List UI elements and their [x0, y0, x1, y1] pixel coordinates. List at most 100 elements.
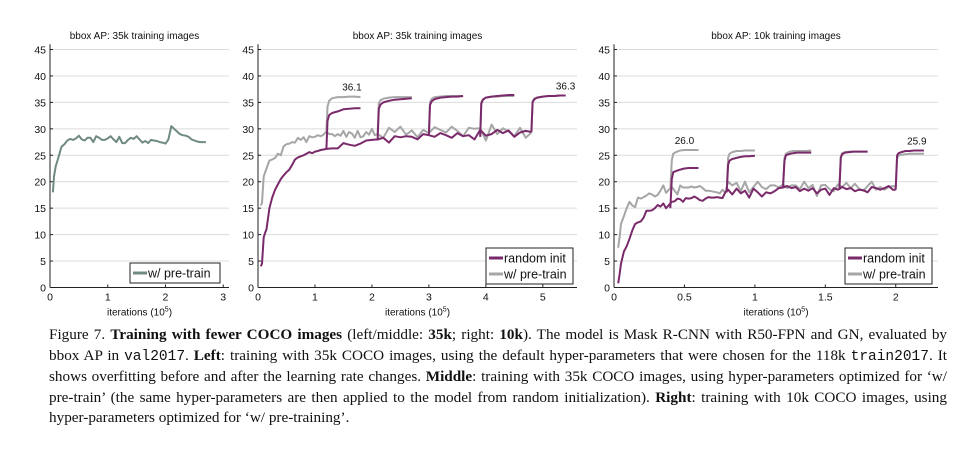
legend-label: random init	[863, 252, 925, 266]
caption-text: : training with 10k COCO images, using h…	[49, 388, 947, 427]
x-axis-label-paren: )	[169, 308, 172, 319]
x-axis-label-text: iterations (10	[743, 308, 801, 319]
y-tick-label: 35	[242, 97, 254, 109]
x-axis-label-exponent: 5	[801, 307, 805, 314]
series-line-random-init	[325, 107, 361, 149]
series-line-random-init	[838, 150, 868, 190]
series-line-random-init	[427, 95, 464, 136]
y-tick-label: 25	[34, 150, 46, 162]
caption-text: : training with 35k COCO images, using h…	[49, 368, 947, 406]
caption-fig-label: Figure 7.	[49, 326, 106, 343]
chart-title: bbox AP: 35k training images	[353, 31, 483, 42]
legend-box	[129, 262, 221, 284]
y-tick-label: 35	[598, 97, 610, 109]
x-axis-label-paren: )	[805, 308, 808, 319]
x-tick-label: 1	[105, 292, 111, 304]
y-tick-label: 15	[598, 203, 610, 215]
y-tick-label: 20	[34, 177, 46, 189]
y-tick-label: 30	[598, 124, 610, 136]
x-tick-label: 0	[611, 292, 617, 304]
series-line-random-init	[669, 167, 699, 209]
series-line-w-pre-train	[325, 95, 361, 132]
x-tick-label: 2	[163, 292, 169, 304]
series-line-random-init	[894, 149, 924, 190]
y-tick-label: 40	[34, 71, 46, 83]
chart-title: bbox AP: 35k training images	[70, 31, 200, 42]
caption-bold: Right	[655, 388, 692, 406]
x-tick-label: 5	[540, 292, 546, 304]
x-tick-label: 4	[483, 292, 489, 304]
data-label: 36.1	[342, 83, 362, 94]
x-axis-label-exponent: 5	[165, 307, 169, 314]
series-line-random-init	[782, 151, 812, 188]
series-line-w-pre-train	[376, 96, 412, 135]
x-tick-label: 0.5	[677, 292, 692, 304]
series-line-w-pre-train	[51, 125, 206, 193]
y-tick-label: 20	[242, 177, 254, 189]
y-tick-label: 15	[34, 203, 46, 215]
y-tick-label: 45	[598, 45, 610, 57]
y-tick-label: 30	[34, 124, 46, 136]
y-tick-label: 45	[242, 45, 254, 57]
series-line-w-pre-train	[530, 94, 566, 133]
x-axis-label-paren: )	[447, 308, 450, 319]
y-tick-label: 30	[242, 124, 254, 136]
series-line-w-pre-train	[259, 123, 533, 206]
x-tick-label: 0	[255, 292, 261, 304]
y-tick-label: 35	[34, 97, 46, 109]
x-tick-label: 1.5	[818, 292, 833, 304]
series-line-random-init	[376, 97, 412, 141]
y-tick-label: 40	[598, 71, 610, 83]
x-tick-label: 0	[47, 292, 53, 304]
y-tick-label: 5	[604, 256, 610, 268]
caption-text: (left/middle:	[342, 326, 429, 343]
caption-text: ; right:	[451, 326, 500, 343]
x-axis-label: iterations (105)	[107, 307, 172, 319]
legend-box	[485, 247, 574, 285]
y-tick-label: 25	[242, 150, 254, 162]
caption-title: Training with fewer COCO images	[110, 326, 343, 343]
data-label: 36.3	[556, 82, 576, 93]
data-label: 25.9	[907, 137, 927, 148]
data-label: 26.0	[675, 136, 695, 147]
caption-bold: Left	[193, 346, 221, 364]
caption-bold: 10k	[499, 326, 523, 343]
y-tick-label: 0	[248, 283, 254, 295]
series-line-w-pre-train	[669, 149, 699, 190]
x-axis-label: iterations (105)	[385, 307, 450, 319]
y-tick-label: 45	[34, 45, 46, 57]
series-line-w-pre-train	[725, 149, 755, 193]
x-tick-label: 3	[220, 292, 226, 304]
legend-label: w/ pre-train	[503, 268, 567, 282]
x-axis-label-text: iterations (10	[385, 308, 443, 319]
series-line-random-init	[725, 154, 755, 193]
y-tick-label: 0	[40, 283, 46, 295]
figure-caption: Figure 7. Training with fewer COCO image…	[49, 325, 947, 429]
y-tick-label: 10	[598, 230, 610, 242]
legend-box	[844, 247, 933, 285]
series-line-random-init	[617, 185, 896, 284]
series-line-random-init	[259, 128, 532, 267]
caption-text: : training with 35k COCO images, using t…	[220, 346, 851, 364]
y-tick-label: 25	[598, 150, 610, 162]
y-tick-label: 15	[242, 203, 254, 215]
caption-code: val2017	[124, 348, 186, 365]
x-tick-label: 2	[369, 292, 375, 304]
x-tick-label: 2	[893, 292, 899, 304]
y-tick-label: 10	[34, 230, 46, 242]
caption-bold: Middle	[425, 368, 473, 385]
y-tick-label: 0	[604, 283, 610, 295]
series-line-random-init	[530, 94, 566, 133]
y-tick-label: 5	[40, 256, 46, 268]
caption-code: train2017	[850, 348, 929, 365]
legend-label: random init	[504, 252, 566, 266]
legend-label: w/ pre-train	[862, 268, 926, 282]
caption-text: . It shows overfitting before and after …	[49, 346, 947, 386]
caption-text: .	[185, 346, 194, 364]
series-line-random-init	[479, 94, 515, 137]
y-tick-label: 20	[598, 177, 610, 189]
x-tick-label: 1	[752, 292, 758, 304]
x-axis-label: iterations (105)	[743, 307, 808, 319]
x-axis-label-exponent: 5	[443, 307, 447, 314]
x-tick-label: 1	[312, 292, 318, 304]
